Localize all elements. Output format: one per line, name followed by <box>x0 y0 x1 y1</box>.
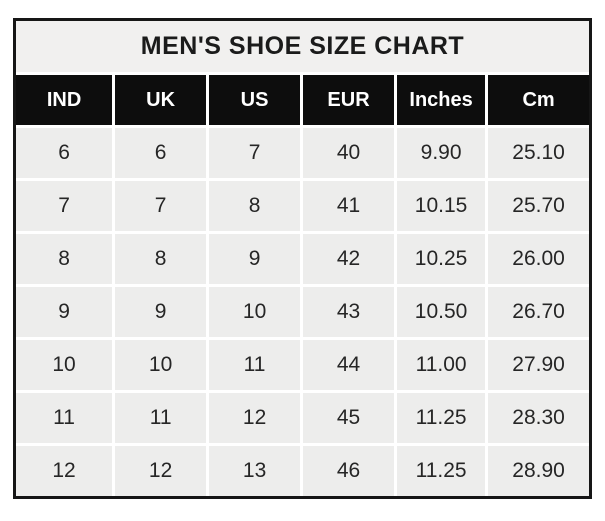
table-cell: 10.15 <box>397 181 489 234</box>
table-cell: 45 <box>303 393 398 446</box>
column-header-inches: Inches <box>397 75 489 128</box>
table-cell: 10 <box>115 340 210 393</box>
table-body: 6 6 7 40 9.90 25.10 7 7 8 41 10.15 25.70 8 8 9 42 10.25 2… <box>16 128 589 496</box>
table-cell: 42 <box>303 234 398 287</box>
column-header-eur: EUR <box>303 75 398 128</box>
table-header-row: IND UK US EUR Inches Cm <box>16 75 589 128</box>
table-cell: 8 <box>209 181 304 234</box>
table-cell: 41 <box>303 181 398 234</box>
table-row: 7 7 8 41 10.15 25.70 <box>16 181 589 234</box>
table-cell: 11 <box>115 393 210 446</box>
table-cell: 9 <box>209 234 304 287</box>
table-cell: 13 <box>209 446 304 496</box>
column-header-ind: IND <box>16 75 116 128</box>
table-row: 6 6 7 40 9.90 25.10 <box>16 128 589 181</box>
table-cell: 43 <box>303 287 398 340</box>
table-cell: 6 <box>115 128 210 181</box>
table-cell: 7 <box>115 181 210 234</box>
shoe-size-chart-table: MEN'S SHOE SIZE CHART IND UK US EUR Inch… <box>13 18 592 499</box>
table-cell: 12 <box>209 393 304 446</box>
table-cell: 9.90 <box>397 128 489 181</box>
table-cell: 25.10 <box>488 128 589 181</box>
table-cell: 11.25 <box>397 393 489 446</box>
table-cell: 9 <box>115 287 210 340</box>
table-cell: 11 <box>209 340 304 393</box>
table-cell: 11.00 <box>397 340 489 393</box>
table-cell: 40 <box>303 128 398 181</box>
table-cell: 28.30 <box>488 393 589 446</box>
table-cell: 12 <box>115 446 210 496</box>
column-header-us: US <box>209 75 304 128</box>
table-cell: 6 <box>16 128 116 181</box>
table-row: 9 9 10 43 10.50 26.70 <box>16 287 589 340</box>
table-cell: 10.25 <box>397 234 489 287</box>
table-cell: 46 <box>303 446 398 496</box>
table-cell: 27.90 <box>488 340 589 393</box>
table-cell: 10.50 <box>397 287 489 340</box>
table-cell: 10 <box>209 287 304 340</box>
table-cell: 12 <box>16 446 116 496</box>
table-row: 11 11 12 45 11.25 28.30 <box>16 393 589 446</box>
table-cell: 44 <box>303 340 398 393</box>
table-cell: 7 <box>16 181 116 234</box>
table-cell: 9 <box>16 287 116 340</box>
title-row: MEN'S SHOE SIZE CHART <box>16 21 589 75</box>
table-cell: 28.90 <box>488 446 589 496</box>
table-row: 12 12 13 46 11.25 28.90 <box>16 446 589 496</box>
table-row: 8 8 9 42 10.25 26.00 <box>16 234 589 287</box>
table-cell: 8 <box>115 234 210 287</box>
table-cell: 26.00 <box>488 234 589 287</box>
table-cell: 11 <box>16 393 116 446</box>
table-cell: 10 <box>16 340 116 393</box>
table-cell: 25.70 <box>488 181 589 234</box>
column-header-uk: UK <box>115 75 210 128</box>
column-header-cm: Cm <box>488 75 589 128</box>
table-cell: 8 <box>16 234 116 287</box>
table-cell: 26.70 <box>488 287 589 340</box>
page-title: MEN'S SHOE SIZE CHART <box>16 21 589 75</box>
table-cell: 7 <box>209 128 304 181</box>
table-row: 10 10 11 44 11.00 27.90 <box>16 340 589 393</box>
table-cell: 11.25 <box>397 446 489 496</box>
